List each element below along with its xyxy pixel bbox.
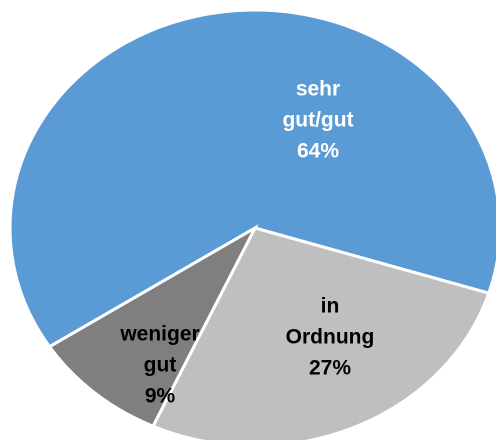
category-label: weniger gut <box>120 322 200 377</box>
value-label: 64% <box>296 139 340 163</box>
category-label: in Ordnung <box>285 294 375 349</box>
value-label: 27% <box>308 356 352 380</box>
category-label: sehr gut/gut <box>282 77 354 132</box>
slice-label: weniger gut 9% <box>120 319 199 412</box>
slice-label: sehr gut/gut 64% <box>282 74 353 167</box>
pie-slice <box>8 8 496 349</box>
value-label: 9% <box>144 384 176 408</box>
slice-label: in Ordnung 27% <box>286 291 375 384</box>
pie-slice <box>47 224 259 429</box>
pie-slice <box>150 226 491 440</box>
